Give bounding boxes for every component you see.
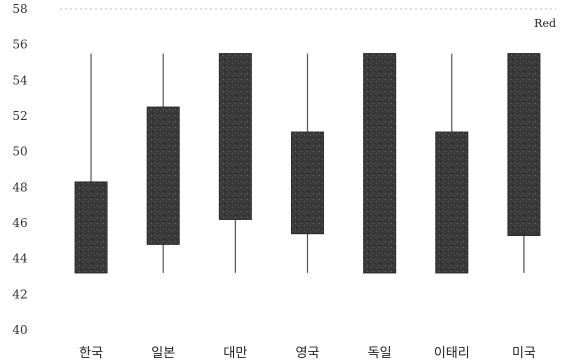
y-tick-label: 42	[12, 287, 27, 301]
x-axis: 한국 일본 대만 영국 독일 이태리 미국	[79, 346, 536, 361]
y-tick-label: 56	[12, 38, 27, 52]
category-label: 이태리	[434, 346, 470, 361]
box-body	[291, 131, 324, 235]
y-tick-label: 46	[12, 216, 27, 230]
category-label: 영국	[296, 346, 320, 361]
y-tick-label: 48	[12, 180, 27, 194]
y-tick-label: 58	[12, 2, 27, 16]
category-label: 독일	[368, 346, 392, 361]
y-tick-label: 50	[12, 145, 27, 159]
category-label: 일본	[151, 346, 175, 361]
box-body	[507, 53, 541, 236]
box-body	[363, 53, 397, 274]
y-tick-label: 54	[12, 73, 28, 87]
boxes	[74, 53, 541, 274]
box-body	[146, 106, 180, 245]
y-tick-label: 52	[12, 109, 27, 123]
legend-label: Red	[534, 17, 556, 30]
y-axis: 40 42 44 46 48 50 52 54 56 58	[12, 2, 28, 337]
category-label: 한국	[79, 346, 103, 361]
box-body	[74, 181, 108, 274]
box-body	[218, 53, 252, 220]
y-tick-label: 44	[12, 252, 28, 266]
category-label: 미국	[512, 346, 536, 361]
box-body	[435, 131, 469, 274]
y-tick-label: 40	[12, 323, 27, 337]
category-label: 대만	[223, 346, 247, 361]
